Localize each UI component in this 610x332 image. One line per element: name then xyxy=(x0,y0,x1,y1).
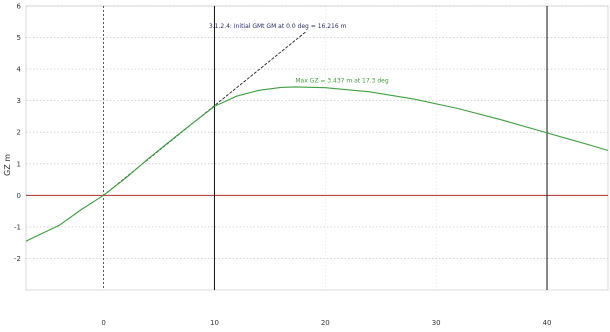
x-tick-label: 40 xyxy=(543,319,552,327)
x-tick-label: 0 xyxy=(101,319,105,327)
y-tick-label: 3 xyxy=(17,97,21,105)
grid xyxy=(25,5,609,291)
tick-labels: -2 -1 0 1 2 3 4 5 6 0 10 20 30 40 xyxy=(14,3,551,328)
x-tick-label: 20 xyxy=(321,319,330,327)
y-tick-label: 4 xyxy=(17,66,22,74)
plot-frame xyxy=(25,5,609,291)
reference-lines xyxy=(26,6,608,290)
y-tick-label: 1 xyxy=(17,160,21,168)
chart-annotation: Max GZ = 3.437 m at 17.3 deg xyxy=(295,77,388,84)
y-tick-label: -1 xyxy=(14,223,21,231)
x-tick-label: 30 xyxy=(432,319,441,327)
y-tick-label: -2 xyxy=(14,255,21,263)
y-tick-label: 6 xyxy=(17,3,22,11)
gz-curve-series xyxy=(25,86,609,242)
y-tick-label: 2 xyxy=(17,129,21,137)
y-tick-label: 0 xyxy=(17,192,21,200)
chart-annotation: 3.1.2.4: Initial GMt GM at 0.0 deg = 16.… xyxy=(209,23,347,30)
y-tick-label: 5 xyxy=(17,34,21,42)
y-axis-title: GZ m xyxy=(3,154,12,176)
x-tick-label: 10 xyxy=(210,319,219,327)
annotations: 3.1.2.4: Initial GMt GM at 0.0 deg = 16.… xyxy=(209,23,389,84)
series-layer xyxy=(25,30,609,242)
